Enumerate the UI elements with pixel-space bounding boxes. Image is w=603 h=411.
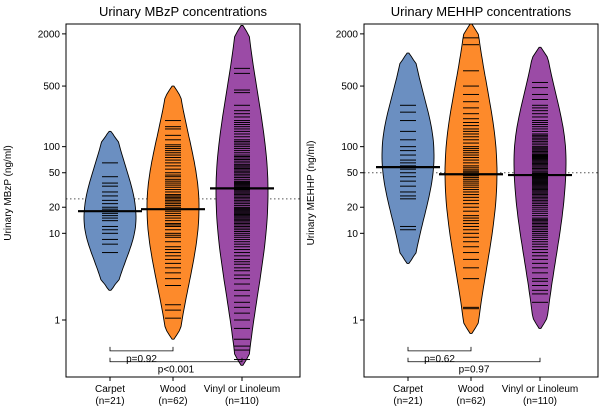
y-tick-label: 100 bbox=[341, 142, 358, 153]
x-category-label: Wood bbox=[458, 384, 484, 395]
p-value-label: p<0.001 bbox=[158, 365, 195, 376]
y-axis-label: Urinary MEHHP (ng/ml) bbox=[306, 141, 317, 246]
chart-title: Urinary MEHHP concentrations bbox=[391, 4, 572, 19]
y-tick-label: 1 bbox=[352, 316, 358, 327]
p-value-label: p=0.97 bbox=[459, 365, 490, 376]
x-n-label: (n=110) bbox=[523, 396, 557, 407]
mehhp-chart-panel: Urinary MEHHP concentrations Urinary MEH… bbox=[306, 4, 599, 407]
violin-2 bbox=[513, 46, 567, 329]
violin-0 bbox=[381, 52, 435, 264]
x-category-label: Vinyl or Linoleum bbox=[204, 384, 281, 395]
y-tick-label: 2000 bbox=[336, 29, 359, 40]
violin-1 bbox=[146, 85, 200, 340]
x-category-label: Wood bbox=[160, 384, 186, 395]
chart-title: Urinary MBzP concentrations bbox=[99, 4, 268, 19]
violin-2 bbox=[215, 25, 269, 366]
y-tick-label: 500 bbox=[341, 82, 358, 93]
y-tick-label: 500 bbox=[43, 82, 60, 93]
violin-1 bbox=[444, 23, 498, 334]
y-tick-label: 20 bbox=[49, 203, 61, 214]
comparison-bracket bbox=[407, 357, 541, 363]
p-value-label: p=0.62 bbox=[424, 354, 455, 365]
y-tick-label: 2000 bbox=[38, 29, 61, 40]
plot-frame bbox=[363, 23, 599, 378]
comparison-bracket bbox=[109, 346, 174, 352]
x-n-label: (n=62) bbox=[456, 396, 485, 407]
y-axis-label: Urinary MBzP (ng/ml) bbox=[3, 145, 14, 240]
y-tick-label: 20 bbox=[347, 203, 359, 214]
x-n-label: (n=21) bbox=[393, 396, 422, 407]
p-value-label: p=0.92 bbox=[126, 354, 157, 365]
mbzp-chart-panel: Urinary MBzP concentrations Urinary MBzP… bbox=[3, 4, 301, 407]
y-tick-label: 1 bbox=[54, 316, 60, 327]
y-tick-label: 50 bbox=[347, 168, 359, 179]
comparison-bracket bbox=[407, 346, 472, 352]
y-tick-label: 10 bbox=[347, 229, 359, 240]
y-tick-label: 10 bbox=[49, 229, 61, 240]
x-n-label: (n=21) bbox=[95, 396, 124, 407]
y-tick-label: 100 bbox=[43, 142, 60, 153]
plot-frame bbox=[65, 23, 301, 378]
x-category-label: Carpet bbox=[95, 384, 125, 395]
x-category-label: Vinyl or Linoleum bbox=[502, 384, 579, 395]
comparison-bracket bbox=[109, 357, 243, 363]
x-category-label: Carpet bbox=[393, 384, 423, 395]
x-n-label: (n=62) bbox=[158, 396, 187, 407]
x-n-label: (n=110) bbox=[225, 396, 259, 407]
y-tick-label: 50 bbox=[49, 168, 61, 179]
